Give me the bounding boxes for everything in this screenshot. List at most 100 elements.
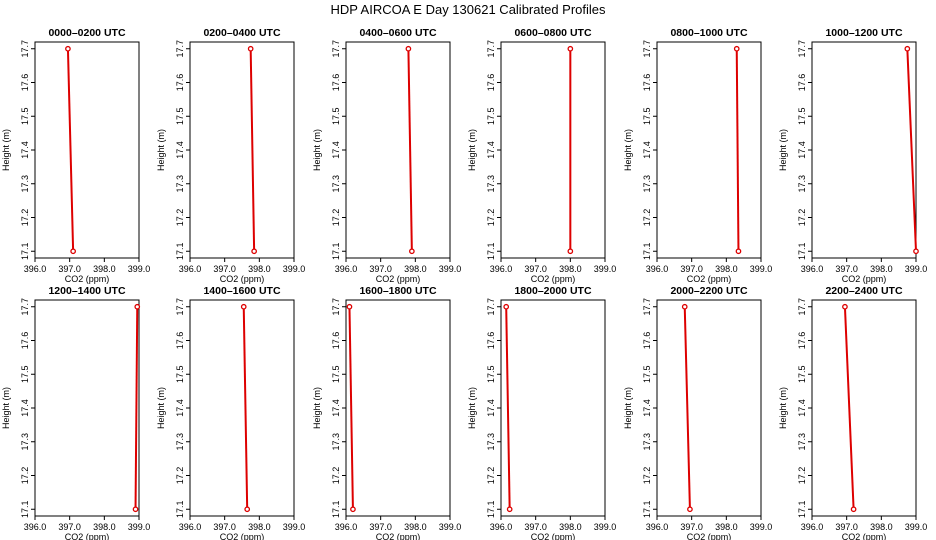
y-tick-label: 17.7 xyxy=(175,40,185,58)
panel-title: 0800–1000 UTC xyxy=(670,27,747,39)
y-tick-label: 17.1 xyxy=(331,242,341,260)
y-tick-label: 17.1 xyxy=(20,242,30,260)
panel-title: 1400–1600 UTC xyxy=(203,285,280,297)
panel-title: 1600–1800 UTC xyxy=(359,285,436,297)
y-tick-label: 17.3 xyxy=(331,175,341,193)
y-tick-label: 17.4 xyxy=(20,399,30,417)
y-tick-label: 17.4 xyxy=(20,141,30,159)
x-tick-label: 396.0 xyxy=(179,264,202,274)
y-tick-label: 17.3 xyxy=(175,433,185,451)
y-tick-label: 17.4 xyxy=(331,141,341,159)
y-tick-label: 17.3 xyxy=(642,175,652,193)
y-tick-label: 17.2 xyxy=(642,209,652,227)
x-tick-label: 399.0 xyxy=(594,522,617,532)
y-tick-label: 17.3 xyxy=(486,175,496,193)
panel-title: 2200–2400 UTC xyxy=(825,285,902,297)
x-tick-label: 396.0 xyxy=(335,522,358,532)
page-title: HDP AIRCOA E Day 130621 Calibrated Profi… xyxy=(330,2,606,17)
x-tick-label: 396.0 xyxy=(179,522,202,532)
profile-point xyxy=(65,45,71,52)
x-tick-label: 399.0 xyxy=(905,522,928,532)
x-tick-label: 397.0 xyxy=(369,264,392,274)
y-tick-label: 17.1 xyxy=(486,500,496,518)
profile-line xyxy=(407,48,413,252)
profile-point xyxy=(405,45,412,52)
y-tick-label: 17.7 xyxy=(331,40,341,58)
y-tick-label: 17.1 xyxy=(642,500,652,518)
y-tick-label: 17.6 xyxy=(175,74,185,92)
x-tick-label: 398.0 xyxy=(248,522,271,532)
y-tick-label: 17.7 xyxy=(486,40,496,58)
x-tick-label: 396.0 xyxy=(335,264,358,274)
x-tick-label: 399.0 xyxy=(439,522,462,532)
y-tick-label: 17.3 xyxy=(175,175,185,193)
y-axis-label: Height (m) xyxy=(778,129,788,171)
x-tick-label: 399.0 xyxy=(439,264,462,274)
plot-frame xyxy=(34,299,140,517)
x-tick-label: 399.0 xyxy=(750,264,773,274)
x-tick-label: 396.0 xyxy=(24,264,47,274)
y-tick-label: 17.1 xyxy=(175,500,185,518)
x-tick-label: 399.0 xyxy=(283,522,306,532)
y-tick-label: 17.6 xyxy=(331,74,341,92)
y-axis-label: Height (m) xyxy=(623,387,633,429)
y-tick-label: 17.3 xyxy=(642,433,652,451)
profile-line xyxy=(906,48,917,252)
y-tick-label: 17.4 xyxy=(175,399,185,417)
x-tick-label: 397.0 xyxy=(680,522,703,532)
profile-line xyxy=(735,48,740,252)
profile-point xyxy=(687,506,693,513)
plot-frame xyxy=(34,41,140,259)
x-tick-label: 399.0 xyxy=(905,264,928,274)
x-tick-label: 396.0 xyxy=(646,522,669,532)
y-axis-label: Height (m) xyxy=(156,387,166,429)
y-tick-label: 17.1 xyxy=(175,242,185,260)
x-tick-label: 396.0 xyxy=(490,264,513,274)
x-tick-label: 399.0 xyxy=(128,264,151,274)
y-tick-label: 17.1 xyxy=(642,242,652,260)
y-tick-label: 17.2 xyxy=(175,209,185,227)
profile-point xyxy=(567,45,574,52)
y-axis-label: Height (m) xyxy=(467,387,477,429)
y-tick-label: 17.3 xyxy=(797,175,807,193)
x-tick-label: 396.0 xyxy=(24,522,47,532)
y-tick-label: 17.7 xyxy=(175,298,185,316)
y-tick-label: 17.1 xyxy=(20,500,30,518)
y-tick-label: 17.6 xyxy=(797,74,807,92)
x-tick-label: 398.0 xyxy=(248,264,271,274)
y-tick-label: 17.2 xyxy=(331,467,341,485)
y-tick-label: 17.5 xyxy=(642,365,652,383)
y-tick-label: 17.4 xyxy=(486,141,496,159)
panel-title: 0200–0400 UTC xyxy=(203,27,280,39)
y-tick-label: 17.6 xyxy=(642,332,652,350)
y-tick-label: 17.2 xyxy=(20,467,30,485)
x-tick-label: 397.0 xyxy=(58,264,81,274)
x-axis-label: CO2 (ppm) xyxy=(842,274,887,284)
profile-point xyxy=(842,303,848,310)
y-tick-label: 17.3 xyxy=(486,433,496,451)
x-axis-label: CO2 (ppm) xyxy=(531,274,576,284)
panel-title: 0400–0600 UTC xyxy=(359,27,436,39)
y-tick-label: 17.2 xyxy=(486,467,496,485)
plot-frame xyxy=(656,41,762,259)
y-tick-label: 17.5 xyxy=(331,107,341,125)
y-tick-label: 17.4 xyxy=(642,141,652,159)
x-tick-label: 398.0 xyxy=(715,522,738,532)
profile-point xyxy=(681,303,688,310)
y-tick-label: 17.5 xyxy=(486,107,496,125)
x-tick-label: 399.0 xyxy=(594,264,617,274)
y-axis-label: Height (m) xyxy=(778,387,788,429)
y-tick-label: 17.4 xyxy=(797,399,807,417)
x-tick-label: 398.0 xyxy=(715,264,738,274)
x-tick-label: 398.0 xyxy=(404,264,427,274)
y-tick-label: 17.6 xyxy=(20,332,30,350)
x-tick-label: 397.0 xyxy=(680,264,703,274)
y-tick-label: 17.2 xyxy=(486,209,496,227)
y-tick-label: 17.5 xyxy=(175,107,185,125)
y-tick-label: 17.5 xyxy=(642,107,652,125)
x-tick-label: 396.0 xyxy=(801,264,824,274)
y-tick-label: 17.1 xyxy=(331,500,341,518)
profile-line xyxy=(348,306,354,510)
y-tick-label: 17.5 xyxy=(175,365,185,383)
